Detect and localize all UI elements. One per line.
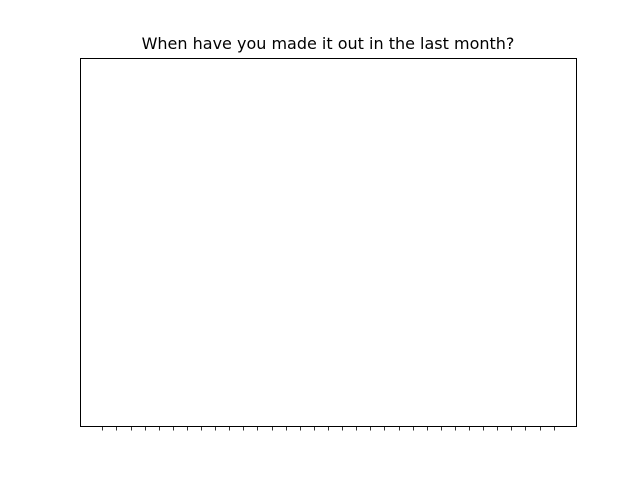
- x-tick-group: [102, 426, 555, 431]
- chart-title: When have you made it out in the last mo…: [142, 34, 515, 53]
- plot-area-frame: [80, 58, 577, 427]
